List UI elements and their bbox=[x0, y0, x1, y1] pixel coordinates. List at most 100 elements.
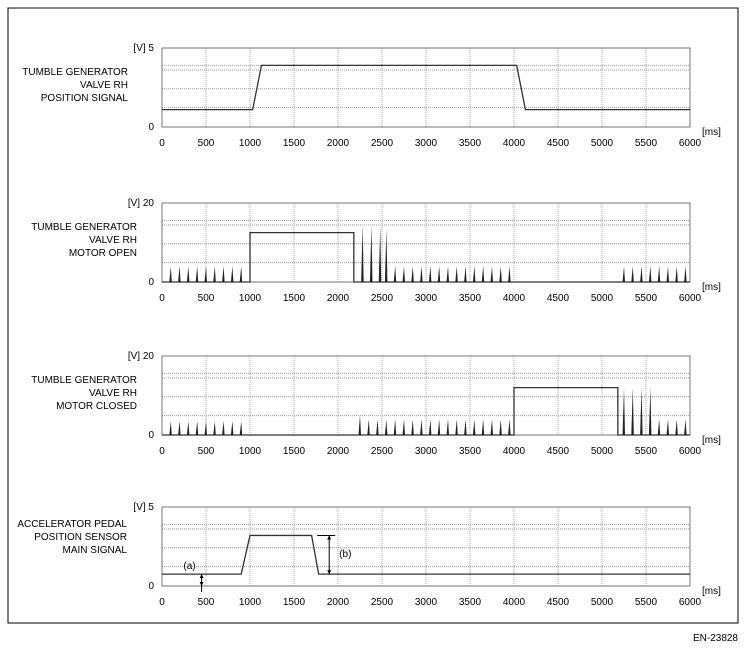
pulse-spike bbox=[239, 421, 243, 435]
y-tick-label: 0 bbox=[148, 430, 154, 441]
pulse-spike bbox=[230, 421, 234, 435]
x-tick-label: 5000 bbox=[591, 293, 614, 304]
pulse-spike bbox=[411, 266, 414, 282]
pulse-spike bbox=[464, 266, 467, 282]
pulse-spike bbox=[178, 421, 181, 435]
channel-label-line: POSITION SIGNAL bbox=[41, 93, 129, 104]
arrow-head bbox=[327, 535, 332, 540]
pulse-spike bbox=[204, 266, 207, 282]
channel-label-line: POSITION SENSOR bbox=[34, 532, 127, 543]
x-tick-label: 4000 bbox=[503, 138, 526, 149]
pulse-spike bbox=[666, 266, 669, 282]
x-tick-label: 3000 bbox=[415, 446, 438, 457]
pulse-spike bbox=[490, 266, 493, 282]
x-tick-label: 3500 bbox=[459, 138, 482, 149]
x-tick-label: 3000 bbox=[415, 597, 438, 608]
channel-label-line: MOTOR CLOSED bbox=[56, 401, 137, 412]
chart-4: ACCELERATOR PEDAL POSITION SENSOR MAIN SIG… bbox=[17, 502, 721, 608]
y-tick-label: 0 bbox=[148, 277, 154, 288]
pulse-spike bbox=[420, 419, 423, 435]
pulse-spike bbox=[402, 419, 405, 435]
pulse-spike bbox=[230, 266, 234, 282]
x-tick-label: 2000 bbox=[327, 138, 350, 149]
x-tick-label: 1500 bbox=[283, 446, 306, 457]
pulse-spike bbox=[195, 421, 199, 435]
x-tick-label: 2500 bbox=[371, 138, 394, 149]
x-tick-label: 1000 bbox=[239, 293, 262, 304]
annotation-label: (b) bbox=[339, 549, 351, 560]
pulse-spike bbox=[481, 266, 485, 282]
pulse-spike bbox=[499, 419, 502, 435]
pulse-spike bbox=[472, 266, 476, 282]
pulse-spike bbox=[472, 419, 476, 435]
x-tick-label: 2000 bbox=[327, 293, 350, 304]
channel-label-line: ACCELERATOR PEDAL bbox=[17, 519, 127, 530]
channel-label-line: MOTOR OPEN bbox=[69, 248, 137, 259]
x-tick-label: 500 bbox=[198, 138, 215, 149]
x-unit-label: [ms] bbox=[702, 282, 721, 293]
x-unit-label: [ms] bbox=[702, 586, 721, 597]
pulse-spike bbox=[402, 266, 405, 282]
channel-label-line: TUMBLE GENERATOR bbox=[31, 375, 137, 386]
pulse-spike bbox=[455, 419, 458, 435]
pulse-spike bbox=[393, 266, 397, 282]
x-tick-label: 5500 bbox=[635, 293, 658, 304]
x-tick-label: 5000 bbox=[591, 138, 614, 149]
signal-trace bbox=[162, 64, 690, 111]
pulse-spike bbox=[508, 266, 511, 282]
plot-area bbox=[161, 506, 691, 587]
pulse-spike bbox=[684, 419, 687, 435]
channel-label-line: TUMBLE GENERATOR bbox=[31, 222, 137, 233]
x-tick-label: 3500 bbox=[459, 446, 482, 457]
x-tick-label: 4000 bbox=[503, 446, 526, 457]
pulse-spike bbox=[178, 266, 181, 282]
x-tick-label: 5500 bbox=[635, 597, 658, 608]
pulse-spike bbox=[499, 266, 502, 282]
pulse-spike bbox=[446, 266, 449, 282]
pulse-spike bbox=[411, 419, 414, 435]
pulse-spike bbox=[222, 421, 225, 435]
channel-label-line: VALVE RH bbox=[89, 388, 137, 399]
x-tick-label: 4500 bbox=[547, 597, 570, 608]
arrow-head bbox=[199, 574, 204, 579]
x-tick-label: 0 bbox=[159, 446, 165, 457]
x-tick-label: 1000 bbox=[239, 597, 262, 608]
x-unit-label: [ms] bbox=[702, 127, 721, 138]
x-unit-label: [ms] bbox=[702, 435, 721, 446]
pulse-spike bbox=[358, 415, 361, 435]
pulse-spike bbox=[361, 224, 364, 282]
x-tick-label: 6000 bbox=[679, 138, 702, 149]
channel-label-line: VALVE RH bbox=[89, 235, 137, 246]
y-tick-label: 0 bbox=[148, 581, 154, 592]
pulse-spike bbox=[622, 387, 625, 435]
x-tick-label: 6000 bbox=[679, 597, 702, 608]
x-tick-label: 4500 bbox=[547, 138, 570, 149]
pulse-spike bbox=[640, 387, 643, 435]
chart-2: TUMBLE GENERATOR VALVE RH MOTOR OPEN [V] 20… bbox=[31, 198, 721, 304]
x-tick-label: 1500 bbox=[283, 293, 306, 304]
x-tick-label: 6000 bbox=[679, 293, 702, 304]
pulse-spike bbox=[684, 266, 687, 282]
plot-area bbox=[161, 47, 691, 128]
chart-3: TUMBLE GENERATOR VALVE RH MOTOR CLOSED [V] … bbox=[31, 351, 721, 457]
x-tick-label: 3000 bbox=[415, 293, 438, 304]
pulse-spike bbox=[393, 419, 397, 435]
x-tick-label: 4000 bbox=[503, 293, 526, 304]
pulse-spike bbox=[640, 266, 643, 282]
arrow-head bbox=[327, 570, 332, 575]
x-tick-label: 500 bbox=[198, 446, 215, 457]
pulse-spike bbox=[622, 266, 625, 282]
chart-1: TUMBLE GENERATOR VALVE RH POSITION SIGNAL [… bbox=[22, 43, 721, 149]
pulse-spike bbox=[648, 266, 652, 282]
pulse-spike bbox=[675, 419, 678, 435]
y-unit-label: [V] 5 bbox=[133, 502, 154, 513]
x-tick-label: 1500 bbox=[283, 597, 306, 608]
figure-id: EN-23828 bbox=[693, 633, 738, 644]
y-unit-label: [V] 5 bbox=[133, 43, 154, 54]
pulse-spike bbox=[384, 419, 388, 435]
pulse-spike bbox=[648, 387, 652, 435]
pulse-spike bbox=[367, 419, 370, 435]
x-tick-label: 1000 bbox=[239, 138, 262, 149]
pulse-spike bbox=[675, 266, 678, 282]
